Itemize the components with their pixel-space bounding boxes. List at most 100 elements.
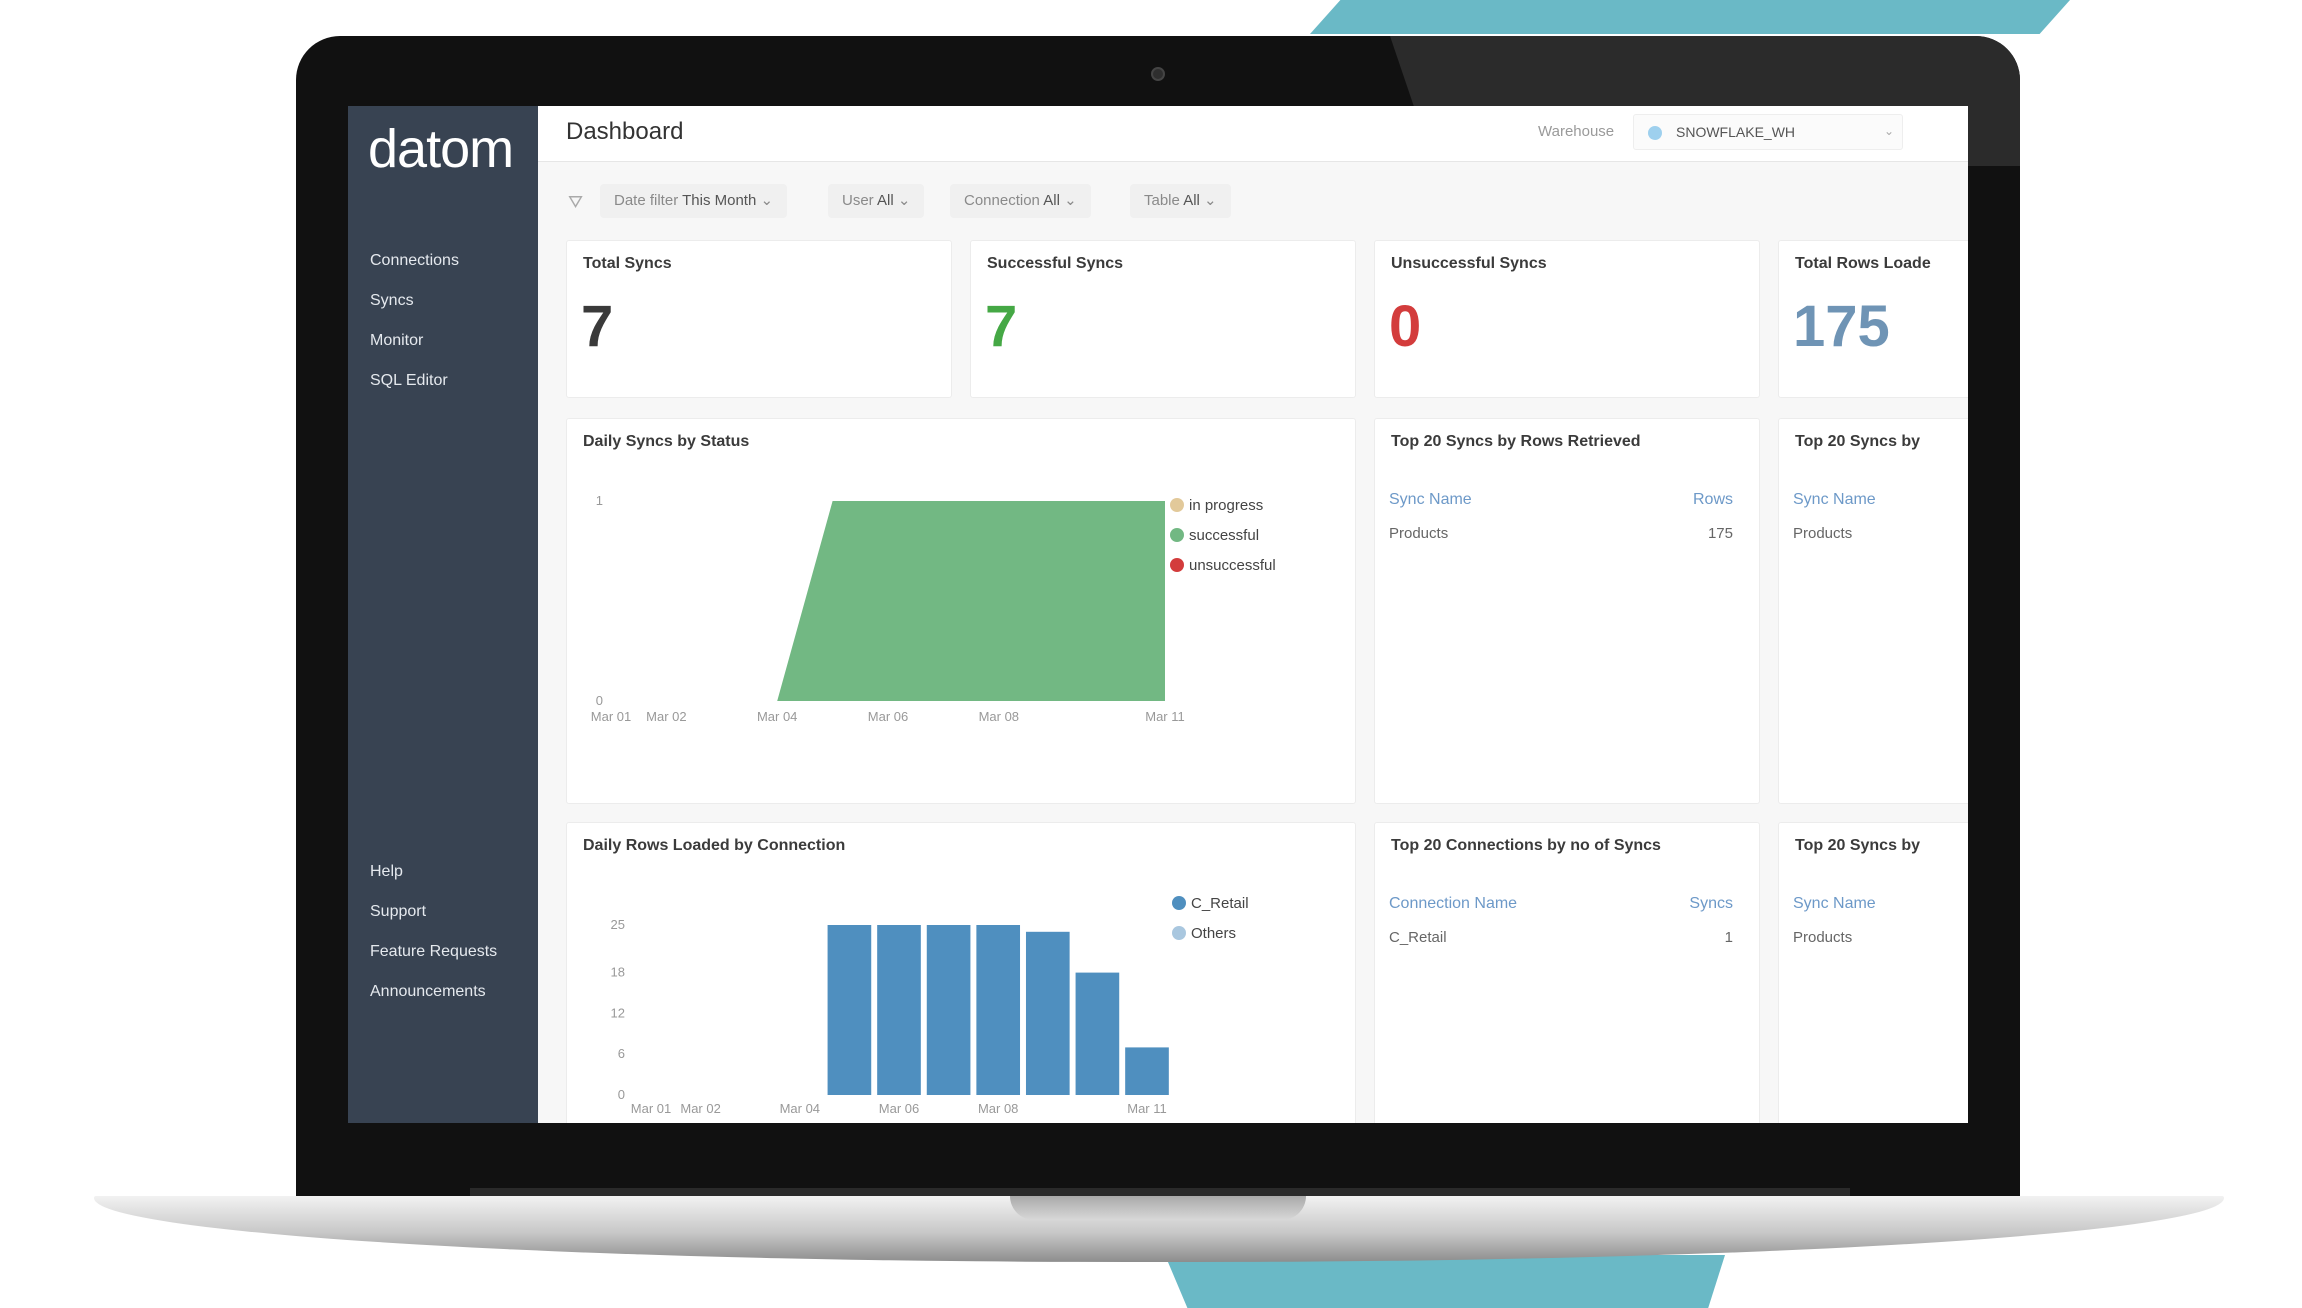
bar: [1025, 931, 1070, 1095]
top-connections-card: Top 20 Connections by no of Syncs Connec…: [1374, 822, 1760, 1123]
x-tick-label: Mar 01: [631, 1101, 671, 1116]
kpi-title: Unsuccessful Syncs: [1391, 255, 1547, 272]
kpi-successful-syncs: Successful Syncs 7: [970, 240, 1356, 398]
bar: [827, 925, 872, 1095]
filter-icon[interactable]: ⛛: [568, 192, 584, 212]
page-title: Dashboard: [566, 118, 684, 145]
warehouse-value: SNOWFLAKE_WH: [1676, 124, 1796, 140]
sidebar: datom Connections Syncs Monitor SQL Edit…: [348, 106, 538, 1123]
column-header-sync-name[interactable]: Sync Name: [1793, 895, 1876, 912]
legend-label: C_Retail: [1191, 895, 1249, 912]
legend-swatch: [1172, 896, 1186, 910]
chip-label: User: [842, 192, 874, 209]
x-tick-label: Mar 08: [979, 709, 1019, 724]
filter-bar: ⛛ Date filter This Month ⌄ User All ⌄ Co…: [538, 168, 1968, 224]
card-title: Top 20 Syncs by: [1795, 837, 1921, 854]
x-tick-label: Mar 02: [680, 1101, 720, 1116]
sidebar-item-sql-editor[interactable]: SQL Editor: [370, 372, 448, 389]
legend-swatch: [1172, 926, 1186, 940]
chip-label: Table: [1144, 192, 1180, 209]
top-syncs-clipped-card: Top 20 Syncs by Sync Name Products: [1778, 418, 1968, 804]
decor-teal-bottom: [1165, 1255, 1725, 1308]
x-tick-label: Mar 01: [591, 709, 631, 724]
warehouse-label: Warehouse: [1538, 123, 1615, 140]
bar: [1125, 1047, 1169, 1095]
warehouse-select[interactable]: SNOWFLAKE_WH ⌄: [1633, 114, 1903, 150]
x-tick-label: Mar 06: [868, 709, 908, 724]
y-tick-label: 0: [618, 1087, 625, 1102]
column-header-sync-name[interactable]: Sync Name: [1389, 491, 1472, 508]
chevron-down-icon: ⌄: [1204, 192, 1217, 209]
card-title: Top 20 Connections by no of Syncs: [1391, 837, 1661, 854]
main-content: Dashboard Warehouse SNOWFLAKE_WH ⌄ ⛛ Dat…: [538, 106, 1968, 1123]
y-tick-label: 1: [596, 493, 603, 508]
bar: [877, 925, 921, 1095]
legend-label: in progress: [1189, 497, 1263, 514]
x-tick-label: Mar 04: [780, 1101, 820, 1116]
column-header-sync-name[interactable]: Sync Name: [1793, 491, 1876, 508]
top-syncs-clipped-card-2: Top 20 Syncs by Sync Name Products: [1778, 822, 1968, 1123]
user-filter-chip[interactable]: User All ⌄: [828, 184, 925, 218]
sidebar-item-feature-requests[interactable]: Feature Requests: [370, 943, 498, 960]
area-series-successful: [777, 501, 1165, 701]
sidebar-bottom-nav: Help Support Feature Requests Announceme…: [370, 852, 497, 1012]
chip-value: This Month: [682, 192, 757, 209]
kpi-value: 175: [1793, 294, 1890, 359]
kpi-value: 0: [1389, 294, 1422, 359]
x-tick-label: Mar 06: [879, 1101, 919, 1116]
chip-label: Date filter: [614, 192, 679, 209]
legend-label: Others: [1191, 925, 1236, 942]
kpi-total-rows-loaded: Total Rows Loade 175: [1778, 240, 1968, 398]
kpi-value: 7: [985, 294, 1018, 359]
card-title: Top 20 Syncs by: [1795, 433, 1921, 450]
app-logo[interactable]: datom: [368, 119, 514, 179]
column-header-syncs[interactable]: Syncs: [1689, 895, 1733, 912]
legend-swatch: [1170, 558, 1184, 572]
chip-value: All: [1043, 192, 1060, 209]
daily-rows-chart: 0 6 12 18 25 Mar 01 Mar 02 Mar 04 Mar 06 Mar 08 Ma…: [611, 895, 1249, 1116]
laptop-notch: [1010, 1196, 1306, 1220]
table-cell-sync-name: Products: [1793, 929, 1853, 946]
date-filter-chip[interactable]: Date filter This Month ⌄: [600, 184, 788, 218]
card-title: Top 20 Syncs by Rows Retrieved: [1391, 433, 1641, 450]
chevron-down-icon: ⌄: [897, 192, 911, 209]
table-cell-sync-name: Products: [1389, 525, 1449, 542]
chip-label: Connection: [964, 192, 1040, 209]
x-tick-label: Mar 08: [978, 1101, 1018, 1116]
top-syncs-rows-card: Top 20 Syncs by Rows Retrieved Sync Name…: [1374, 418, 1760, 804]
sidebar-item-connections[interactable]: Connections: [370, 252, 459, 269]
sidebar-item-help[interactable]: Help: [370, 863, 403, 880]
table-cell-syncs: 1: [1724, 929, 1733, 946]
y-tick-label: 18: [611, 965, 625, 980]
chart-title: Daily Rows Loaded by Connection: [583, 837, 846, 854]
daily-syncs-card: Daily Syncs by Status 0 1 Mar 01 Mar 02 Mar …: [566, 418, 1356, 804]
y-tick-label: 0: [596, 693, 603, 708]
bar: [926, 925, 971, 1095]
sidebar-item-syncs[interactable]: Syncs: [370, 292, 414, 309]
sidebar-item-monitor[interactable]: Monitor: [370, 332, 424, 349]
kpi-value: 7: [581, 294, 614, 359]
sidebar-item-announcements[interactable]: Announcements: [370, 983, 486, 1000]
kpi-total-syncs: Total Syncs 7: [566, 240, 952, 398]
connection-filter-chip[interactable]: Connection All ⌄: [950, 184, 1091, 218]
chevron-down-icon: ⌄: [1883, 124, 1894, 138]
legend-swatch: [1170, 498, 1184, 512]
app-screen: datom Connections Syncs Monitor SQL Edit…: [348, 106, 1968, 1123]
kpi-title: Total Rows Loade: [1795, 255, 1931, 272]
daily-rows-card: Daily Rows Loaded by Connection 0 6 12 18 25…: [566, 822, 1356, 1123]
column-header-connection-name[interactable]: Connection Name: [1389, 895, 1518, 912]
table-filter-chip[interactable]: Table All ⌄: [1130, 184, 1231, 218]
column-header-rows[interactable]: Rows: [1692, 491, 1733, 508]
chip-value: All: [877, 192, 894, 209]
bar: [976, 925, 1021, 1095]
chevron-down-icon: ⌄: [760, 192, 774, 209]
chip-value: All: [1183, 192, 1200, 209]
legend-label: successful: [1189, 527, 1259, 544]
sidebar-item-support[interactable]: Support: [370, 903, 427, 920]
kpi-unsuccessful-syncs: Unsuccessful Syncs 0: [1374, 240, 1760, 398]
table-cell-rows: 175: [1707, 525, 1733, 542]
daily-syncs-chart: 0 1 Mar 01 Mar 02 Mar 04 Mar 06 Mar 08 Mar 11 in…: [591, 493, 1276, 724]
x-tick-label: Mar 11: [1145, 709, 1185, 724]
y-tick-label: 6: [618, 1046, 625, 1061]
camera-icon: [1151, 67, 1165, 81]
